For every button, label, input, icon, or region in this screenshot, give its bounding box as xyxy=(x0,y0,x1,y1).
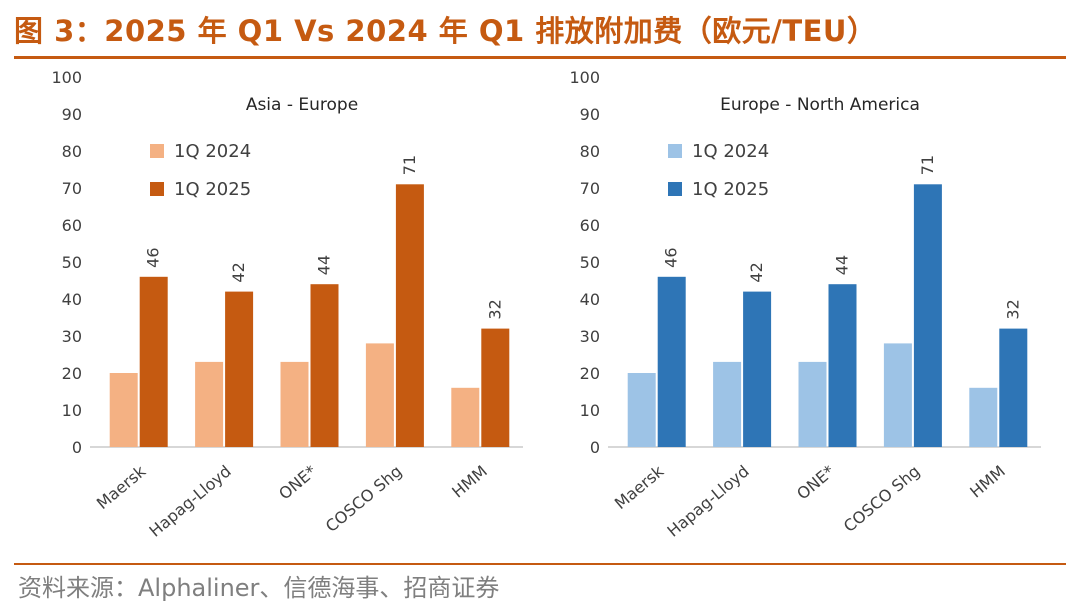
bar-2025 xyxy=(395,184,424,448)
y-tick-label: 70 xyxy=(62,179,82,198)
data-label: 71 xyxy=(400,155,419,175)
y-tick-label: 50 xyxy=(580,253,600,272)
bar-2025 xyxy=(225,291,254,447)
bar-2025 xyxy=(139,276,168,447)
chart-europe-north-america: 0 10 20 30 40 50 60 70 80 90 100 Europe - North Ame… xyxy=(569,68,1041,541)
figure-title: 图 3：2025 年 Q1 Vs 2024 年 Q1 排放附加费（欧元/TEU） xyxy=(14,14,877,48)
bar-2025 xyxy=(743,291,772,447)
x-tick-label: ONE* xyxy=(275,462,320,504)
bar-2024 xyxy=(798,361,827,447)
data-label: 44 xyxy=(833,255,852,275)
y-tick-label: 100 xyxy=(569,68,600,87)
y-tick-label: 90 xyxy=(580,105,600,124)
legend-label: 1Q 2025 xyxy=(174,179,251,200)
y-tick-label: 90 xyxy=(62,105,82,124)
y-tick-label: 20 xyxy=(580,364,600,383)
y-tick-label: 60 xyxy=(580,216,600,235)
data-label: 46 xyxy=(144,247,163,267)
chart-title: Asia - Europe xyxy=(246,95,358,115)
y-tick-label: 40 xyxy=(580,290,600,309)
title-rule xyxy=(14,56,1066,59)
bar-2024 xyxy=(713,361,742,447)
y-tick-label: 30 xyxy=(580,327,600,346)
legend-swatch xyxy=(150,182,164,196)
bar-2025 xyxy=(913,184,942,448)
y-tick-label: 40 xyxy=(62,290,82,309)
x-tick-label: COSCO Shg xyxy=(322,462,406,536)
source-note: 资料来源：Alphaliner、信德海事、招商证券 xyxy=(18,574,500,602)
data-label: 42 xyxy=(229,262,248,282)
bar-2025 xyxy=(828,284,857,447)
bar-2025 xyxy=(310,284,339,447)
bar-2024 xyxy=(451,387,480,447)
y-tick-label: 80 xyxy=(580,142,600,161)
legend-label: 1Q 2024 xyxy=(692,141,769,162)
y-tick-label: 80 xyxy=(62,142,82,161)
y-tick-label: 70 xyxy=(580,179,600,198)
data-label: 32 xyxy=(1003,299,1022,319)
legend-swatch xyxy=(150,144,164,158)
x-tick-label: ONE* xyxy=(793,462,838,504)
chart-title: Europe - North America xyxy=(720,95,920,115)
x-tick-label: Maersk xyxy=(93,461,150,513)
y-tick-label: 60 xyxy=(62,216,82,235)
bar-2024 xyxy=(969,387,998,447)
y-tick-label: 10 xyxy=(62,401,82,420)
bar-2024 xyxy=(195,361,224,447)
data-label: 46 xyxy=(662,247,681,267)
bar-2024 xyxy=(280,361,309,447)
y-tick-label: 20 xyxy=(62,364,82,383)
y-tick-label: 0 xyxy=(590,438,600,457)
bar-2024 xyxy=(109,373,138,447)
bar-2025 xyxy=(657,276,686,447)
data-label: 44 xyxy=(315,255,334,275)
data-label: 71 xyxy=(918,155,937,175)
data-label: 32 xyxy=(485,299,504,319)
chart-asia-europe: 0 10 20 30 40 50 60 70 80 90 100 Asia - Europe 46 Mae… xyxy=(51,68,523,541)
y-tick-label: 50 xyxy=(62,253,82,272)
x-tick-label: HMM xyxy=(448,462,491,502)
bar-2025 xyxy=(481,328,510,447)
bar-2024 xyxy=(365,343,394,447)
x-tick-label: Hapag-Lloyd xyxy=(663,462,752,541)
legend-swatch xyxy=(668,182,682,196)
x-tick-label: COSCO Shg xyxy=(840,462,924,536)
legend-label: 1Q 2024 xyxy=(174,141,251,162)
bar-2024 xyxy=(627,373,656,447)
y-tick-label: 100 xyxy=(51,68,82,87)
bar-2024 xyxy=(883,343,912,447)
x-tick-label: HMM xyxy=(966,462,1009,502)
y-tick-label: 30 xyxy=(62,327,82,346)
source-rule xyxy=(14,563,1066,565)
x-tick-label: Maersk xyxy=(611,461,668,513)
y-tick-label: 0 xyxy=(72,438,82,457)
legend-label: 1Q 2025 xyxy=(692,179,769,200)
x-tick-label: Hapag-Lloyd xyxy=(145,462,234,541)
data-label: 42 xyxy=(747,262,766,282)
legend-swatch xyxy=(668,144,682,158)
bar-2025 xyxy=(999,328,1028,447)
y-tick-label: 10 xyxy=(580,401,600,420)
